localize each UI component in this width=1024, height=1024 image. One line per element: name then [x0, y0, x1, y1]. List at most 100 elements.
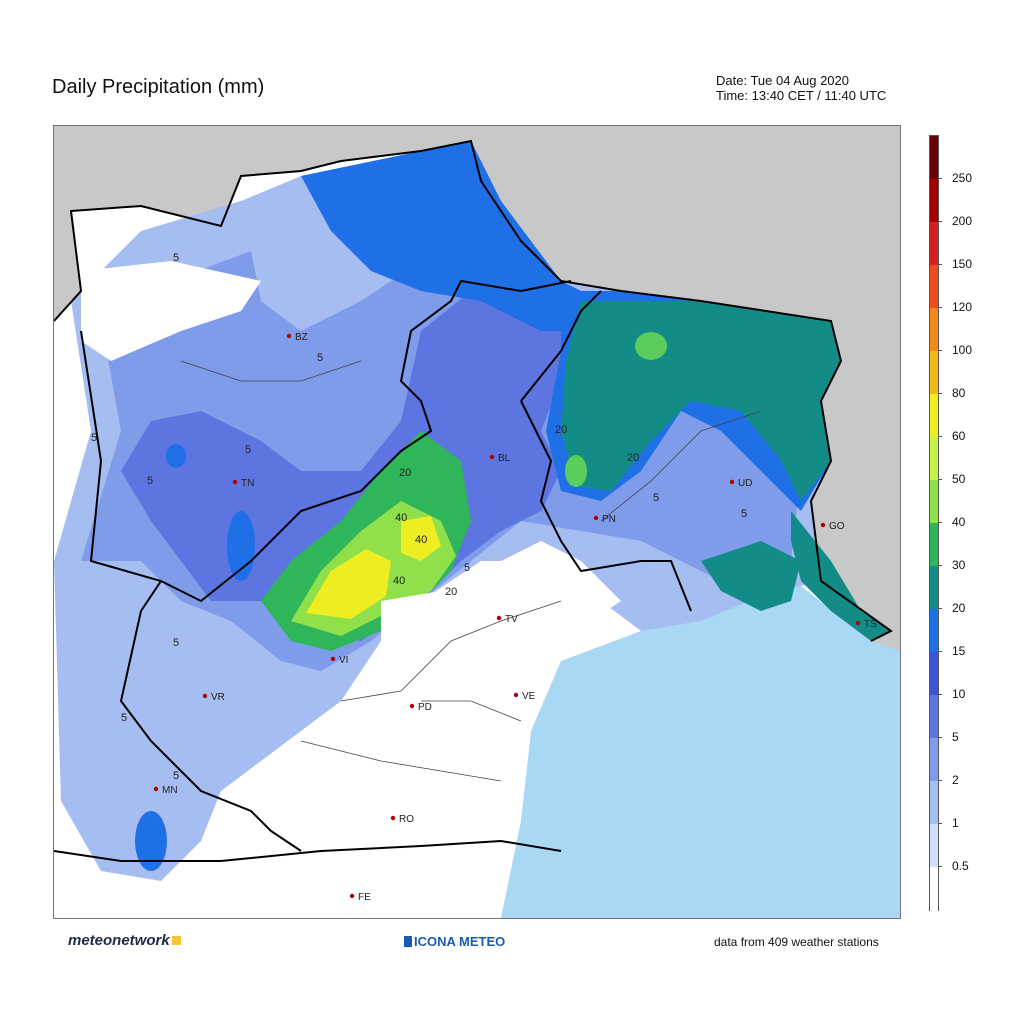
contour-label: 5: [147, 475, 153, 487]
colorbar-label: 1: [952, 816, 959, 830]
contour-label: 5: [173, 770, 179, 782]
date-line: Date: Tue 04 Aug 2020: [716, 73, 849, 88]
colorbar-segment: [930, 222, 938, 266]
colorbar-segment: [930, 824, 938, 868]
colorbar-tick: [938, 264, 942, 265]
colorbar-label: 50: [952, 472, 966, 486]
colorbar-segment: [930, 781, 938, 825]
city-dot: [390, 815, 396, 821]
colorbar-tick: [938, 522, 942, 523]
precip-zone-60mm: [306, 549, 391, 619]
precip-zone-60mm-small: [401, 516, 441, 561]
colorbar-segment: [930, 566, 938, 610]
city-dot: [330, 656, 336, 662]
contour-label: 5: [173, 252, 179, 264]
colorbar-label: 80: [952, 386, 966, 400]
city-dot: [820, 522, 826, 528]
city-dot: [232, 479, 238, 485]
city-label-mn: MN: [162, 785, 178, 796]
precipitation-map: 5 5 5 5 5 5 5 5 5 5 20 20 20 40 40 40 20…: [53, 125, 901, 919]
colorbar-label: 150: [952, 257, 973, 271]
colorbar-tick: [938, 393, 942, 394]
city-dot: [593, 515, 599, 521]
city-label-bz: BZ: [295, 332, 308, 343]
city-dot: [513, 692, 519, 698]
colorbar-tick: [938, 780, 942, 781]
colorbar-label: 15: [952, 644, 966, 658]
precip-cell-north-friuli: [635, 332, 667, 360]
colorbar-label: 40: [952, 515, 966, 529]
colorbar-label: 20: [952, 601, 966, 615]
contour-label: 5: [245, 444, 251, 456]
contour-label: 5: [317, 352, 323, 364]
iconameteo-logo-text: ICONA METEO: [414, 934, 506, 949]
colorbar-segment: [930, 437, 938, 481]
colorbar-segment: [930, 738, 938, 782]
city-label-pn: PN: [602, 514, 616, 525]
colorbar-segment: [930, 351, 938, 395]
city-label-ve: VE: [522, 691, 536, 702]
contour-label: 20: [399, 467, 411, 479]
colorbar-tick: [938, 565, 942, 566]
colorbar-tick: [938, 350, 942, 351]
colorbar-label: 0.5: [952, 859, 969, 873]
precip-zone-20mm-isonzo: [701, 541, 801, 611]
colorbar-label: 250: [952, 171, 973, 185]
map-title: Daily Precipitation (mm): [52, 76, 265, 98]
colorbar-tick: [938, 651, 942, 652]
city-dot: [286, 333, 292, 339]
colorbar-tick: [938, 608, 942, 609]
colorbar-tick: [938, 737, 942, 738]
contour-labels: 5 5 5 5 5 5 5 5 5 5 20 20 20 40 40 40 20…: [91, 252, 747, 782]
precip-zone-15mm-north: [301, 141, 601, 331]
colorbar-segment: [930, 609, 938, 653]
city-label-tv: TV: [505, 614, 518, 625]
colorbar-label: 200: [952, 214, 973, 228]
contour-label: 5: [121, 712, 127, 724]
colorbar-segment: [930, 695, 938, 739]
colorbar-tick: [938, 307, 942, 308]
colorbar-label: 5: [952, 730, 959, 744]
colorbar-label: 2: [952, 773, 959, 787]
precip-cell-west-trento: [227, 511, 255, 581]
city-dot: [496, 615, 502, 621]
colorbar-segment: [930, 394, 938, 438]
colorbar-segment: [930, 480, 938, 524]
city-dot: [489, 454, 495, 460]
colorbar-segment: [930, 867, 938, 911]
colorbar-segment: [930, 308, 938, 352]
colorbar-label: 10: [952, 687, 966, 701]
dry-zone-northwest: [81, 261, 261, 361]
contour-label: 5: [464, 562, 470, 574]
colorbar-tick: [938, 178, 942, 179]
logo-square-icon: [171, 936, 181, 945]
contour-label: 5: [653, 492, 659, 504]
city-label-go: GO: [829, 521, 845, 532]
city-label-ts: TS: [864, 619, 877, 630]
city-dot: [349, 893, 355, 899]
colorbar-segment: [930, 265, 938, 309]
city-label-vi: VI: [339, 655, 348, 666]
data-source-note: data from 409 weather stations: [714, 935, 879, 949]
contour-label: 20: [445, 586, 457, 598]
colorbar-label: 60: [952, 429, 966, 443]
precip-cell-mantova: [135, 811, 167, 871]
city-label-ud: UD: [738, 478, 752, 489]
precip-zone-20mm: [561, 301, 841, 501]
contour-label: 40: [393, 575, 405, 587]
city-dot: [202, 693, 208, 699]
city-dot: [409, 703, 415, 709]
logo-block-icon: [404, 936, 412, 947]
colorbar-label: 30: [952, 558, 966, 572]
precip-cell-pordenone: [565, 455, 587, 487]
city-label-ro: RO: [399, 814, 414, 825]
contour-label: 40: [395, 512, 407, 524]
colorbar-tick: [938, 479, 942, 480]
colorbar-segment: [930, 179, 938, 223]
city-label-tn: TN: [241, 478, 254, 489]
city-label-pd: PD: [418, 702, 432, 713]
contour-label: 40: [415, 534, 427, 546]
region-borders: [54, 139, 893, 862]
colorbar-tick: [938, 436, 942, 437]
precip-cell-trentino: [166, 444, 186, 468]
